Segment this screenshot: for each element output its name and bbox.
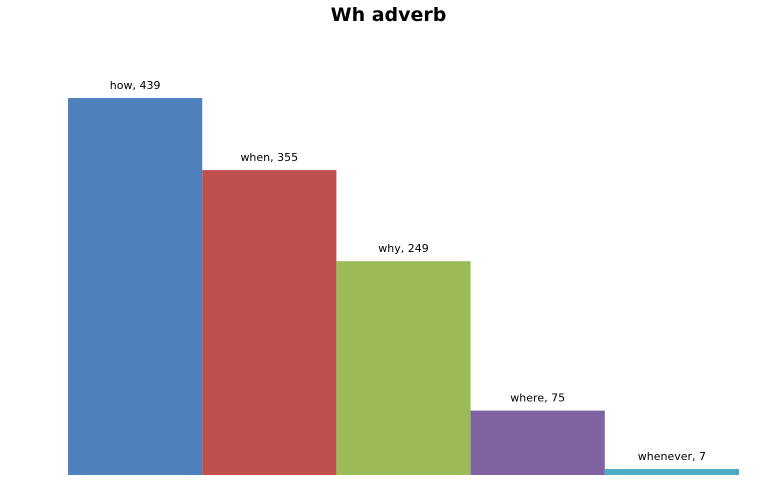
data-labels-layer: how, 439 when, 355 why, 249 where, 75 whenev… <box>110 79 706 463</box>
data-label-how: how, 439 <box>110 79 161 92</box>
data-label-whenever: whenever, 7 <box>638 450 706 463</box>
bar-how <box>68 98 203 475</box>
data-label-why: why, 249 <box>378 242 428 255</box>
bar-where <box>470 410 605 475</box>
bar-whenever <box>604 469 739 475</box>
data-label-where: where, 75 <box>510 392 565 405</box>
chart-title: Wh adverb <box>330 4 447 26</box>
bars-layer <box>68 98 739 475</box>
data-label-when: when, 355 <box>240 151 298 164</box>
bar-when <box>202 170 337 475</box>
bar-why <box>336 261 471 475</box>
